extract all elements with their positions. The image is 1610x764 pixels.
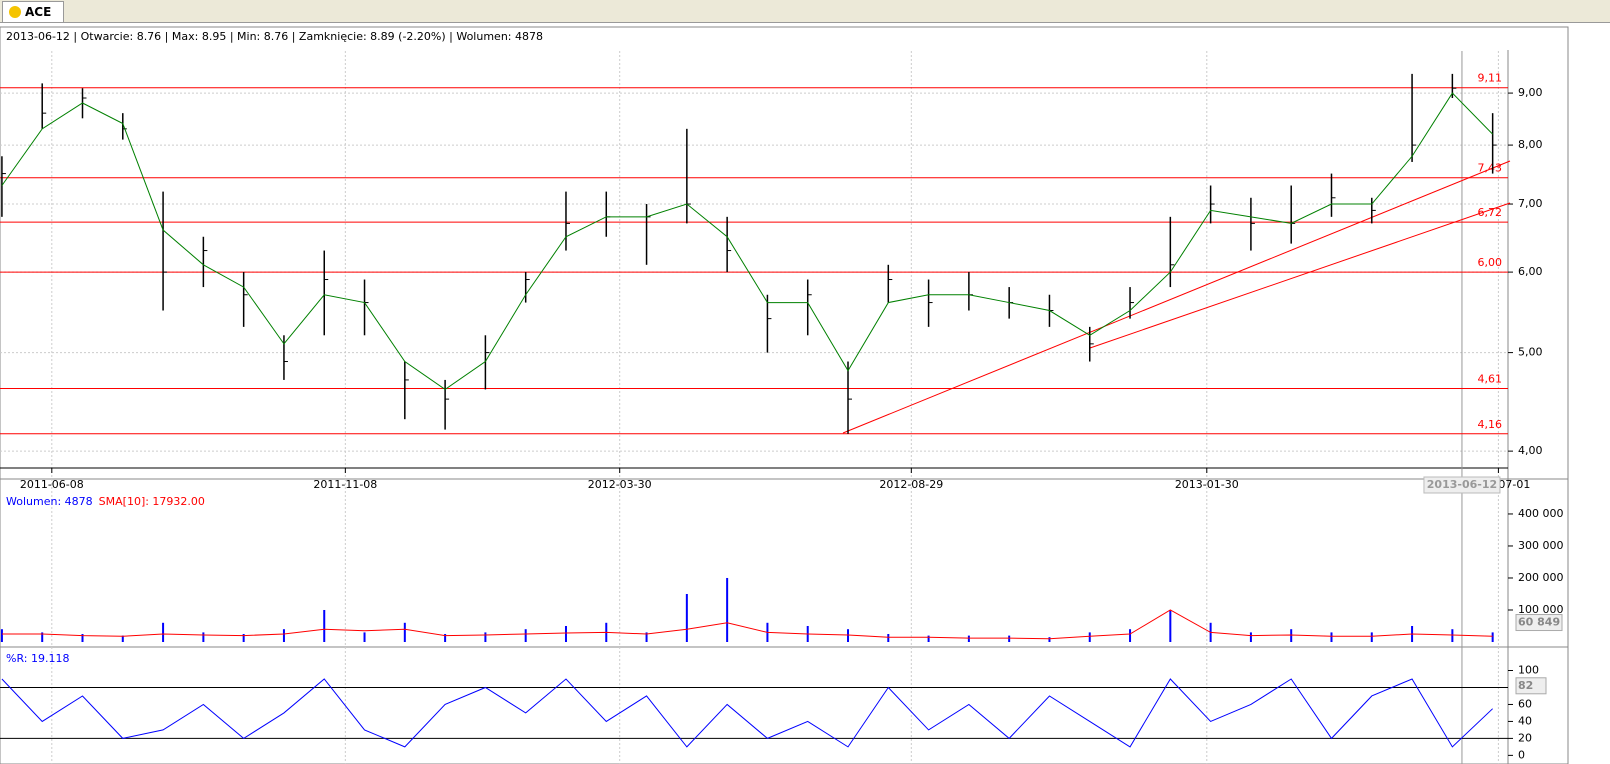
volume-bar [323, 609, 326, 642]
volume-bar [81, 633, 84, 642]
volume-bar [202, 632, 205, 642]
volume-bar [1451, 629, 1454, 642]
volume-bar [282, 629, 285, 642]
trend-line [1089, 202, 1511, 349]
volume-bar [0, 629, 3, 642]
legend-entry: SMA[10]: 17932.00 [99, 495, 205, 508]
volume-bar [967, 635, 970, 642]
volume-bar [41, 632, 44, 642]
volume-bar [162, 622, 165, 642]
volume-bar [1048, 637, 1051, 642]
volume-bar [887, 633, 890, 642]
volume-bar [1370, 632, 1373, 642]
tab[interactable]: ACE [2, 1, 64, 22]
volume-bar [1330, 632, 1333, 642]
volume-bar [1169, 609, 1172, 642]
level-label: 9,11 [1478, 72, 1503, 85]
volume-bar [1491, 632, 1494, 642]
trend-line [842, 160, 1511, 434]
y-tick-label: 8,00 [1518, 138, 1543, 151]
x-tick-label: 2013-01-30 [1175, 478, 1239, 491]
volume-bar [685, 593, 688, 642]
y-tick-label: 20 [1518, 731, 1532, 744]
cursor-label: 2013-06-12 [1427, 478, 1497, 491]
volume-bar [1008, 635, 1011, 642]
volume-bar [927, 635, 930, 642]
tab-bar: ACE [0, 0, 1610, 23]
indicator-line [1, 678, 1493, 748]
volume-bar [444, 633, 447, 642]
y-tick-label: 300 000 [1518, 539, 1564, 552]
x-tick-label: 2012-08-29 [879, 478, 943, 491]
y-tick-label: 200 000 [1518, 571, 1564, 584]
moving-average [1, 92, 1494, 391]
volume-bar [403, 622, 406, 642]
y-tick-label: 4,00 [1518, 444, 1543, 457]
chart: 2013-06-12 | Otwarcie: 8.76 | Max: 8.95 … [0, 26, 1569, 764]
y-tick-label: 7,00 [1518, 197, 1543, 210]
y-tick-label: 100 000 [1518, 603, 1564, 616]
volume-bar [726, 577, 729, 642]
volume-bar [524, 629, 527, 642]
y-tick-label: 5,00 [1518, 346, 1543, 359]
volume-bar [1088, 632, 1091, 642]
last-value-label: 60 849 [1518, 616, 1560, 629]
y-tick-label: 60 [1518, 697, 1532, 710]
volume-bar [1249, 632, 1252, 642]
chart-frame [0, 26, 1569, 764]
cursor-box [1423, 476, 1501, 494]
tab-label: ACE [25, 5, 52, 19]
x-tick-label: 2011-06-08 [20, 478, 84, 491]
level-label: 6,00 [1478, 256, 1503, 269]
volume-bar [847, 629, 850, 642]
volume-bar [564, 625, 567, 642]
x-tick-label: 2012-03-30 [588, 478, 652, 491]
sma-line [1, 609, 1493, 640]
level-label: 4,61 [1478, 372, 1503, 385]
last-value-box [1515, 614, 1563, 632]
y-tick-label: 6,00 [1518, 265, 1543, 278]
volume-bar [242, 633, 245, 642]
y-tick-label: 9,00 [1518, 86, 1543, 99]
y-tick-label: 400 000 [1518, 507, 1564, 520]
volume-bar [645, 632, 648, 642]
volume-bar [1290, 629, 1293, 642]
volume-bar [484, 632, 487, 642]
x-tick-label: 2011-11-08 [313, 478, 377, 491]
y-tick-label: 40 [1518, 714, 1532, 727]
last-value-label: 82 [1518, 679, 1533, 692]
level-label: 6,72 [1478, 206, 1503, 219]
y-tick-label: 100 [1518, 664, 1539, 677]
legend-entry: %R: 19.118 [6, 652, 69, 665]
volume-bar [363, 632, 366, 642]
y-tick-label: 0 [1518, 748, 1525, 761]
volume-bar [1129, 629, 1132, 642]
volume-bar [121, 635, 124, 642]
info-line: 2013-06-12 | Otwarcie: 8.76 | Max: 8.95 … [6, 30, 543, 43]
level-label: 4,16 [1478, 418, 1503, 431]
last-value-box [1515, 677, 1547, 695]
legend-entry: Wolumen: 4878 [6, 495, 93, 508]
